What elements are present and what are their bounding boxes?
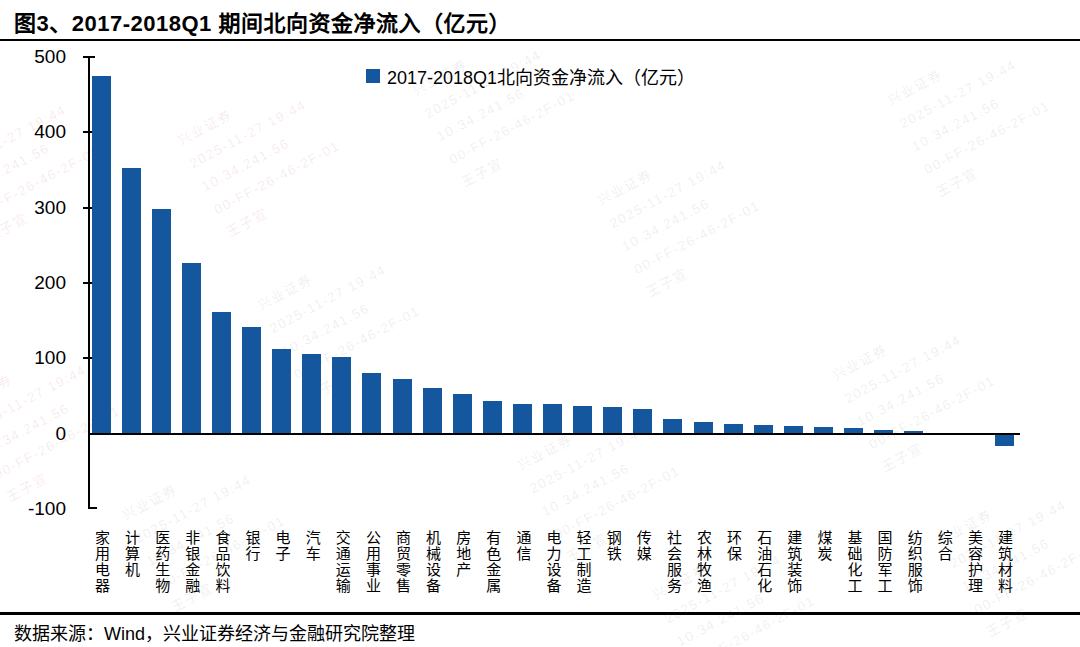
y-axis-label: 500 xyxy=(0,46,66,68)
category-label: 农林牧渔 xyxy=(694,530,712,594)
y-axis-label: 100 xyxy=(0,347,66,369)
category-label: 汽车 xyxy=(303,530,321,562)
category-label: 传媒 xyxy=(634,530,652,562)
y-axis-label: 0 xyxy=(0,423,66,445)
category-label: 国防军工 xyxy=(875,530,893,594)
bar xyxy=(212,312,231,433)
bar xyxy=(453,394,472,433)
category-label: 公用事业 xyxy=(363,530,381,594)
y-axis-label: 300 xyxy=(0,197,66,219)
category-label: 机械设备 xyxy=(423,530,441,594)
bar xyxy=(152,209,171,433)
bar xyxy=(332,357,351,434)
category-label: 食品饮料 xyxy=(212,530,230,594)
y-axis-label: 200 xyxy=(0,272,66,294)
bar xyxy=(543,404,562,433)
bar xyxy=(122,168,141,434)
category-label: 交通运输 xyxy=(333,530,351,594)
zero-axis-line xyxy=(88,433,1020,435)
category-label: 社会服务 xyxy=(664,530,682,594)
bar-chart xyxy=(88,57,1020,509)
category-label: 电子 xyxy=(273,530,291,562)
bar xyxy=(182,263,201,433)
category-label: 美容护理 xyxy=(965,530,983,594)
bar xyxy=(393,379,412,434)
source-note: 数据来源：Wind，兴业证券经济与金融研究院整理 xyxy=(14,619,415,645)
bar xyxy=(633,409,652,434)
title-rule xyxy=(0,39,1080,41)
bar xyxy=(362,373,381,433)
bar xyxy=(302,354,321,434)
bar xyxy=(573,406,592,434)
category-label: 医药生物 xyxy=(152,530,170,594)
bar xyxy=(92,76,111,434)
x-axis-corner xyxy=(88,507,97,509)
bar xyxy=(663,419,682,434)
category-label: 电力设备 xyxy=(544,530,562,594)
category-label: 房地产 xyxy=(453,530,471,578)
source-rule xyxy=(0,612,1080,615)
bar xyxy=(513,404,532,434)
category-label: 煤炭 xyxy=(814,530,832,562)
category-label: 有色金属 xyxy=(483,530,501,594)
category-label: 通信 xyxy=(513,530,531,562)
y-axis-tick xyxy=(83,56,95,58)
category-label: 银行 xyxy=(243,530,261,562)
category-label: 商贸零售 xyxy=(393,530,411,594)
category-label: 石油石化 xyxy=(754,530,772,594)
category-label: 综合 xyxy=(935,530,953,562)
bar xyxy=(603,407,622,434)
category-label: 建筑装饰 xyxy=(784,530,802,594)
bar xyxy=(483,401,502,434)
category-label: 建筑材料 xyxy=(995,530,1013,594)
bar xyxy=(272,349,291,434)
category-label: 纺织服饰 xyxy=(905,530,923,594)
bar xyxy=(995,434,1014,446)
category-label: 钢铁 xyxy=(604,530,622,562)
category-label: 非银金融 xyxy=(182,530,200,594)
bar xyxy=(423,388,442,434)
bar xyxy=(242,327,261,434)
y-axis-label: 400 xyxy=(0,121,66,143)
category-label: 家用电器 xyxy=(92,530,110,594)
category-label: 轻工制造 xyxy=(574,530,592,594)
category-label: 环保 xyxy=(724,530,742,562)
category-label: 基础化工 xyxy=(845,530,863,594)
page-title: 图3、2017-2018Q1 期间北向资金净流入（亿元） xyxy=(14,5,511,37)
category-label: 计算机 xyxy=(122,530,140,578)
y-axis-label: -100 xyxy=(0,498,66,520)
